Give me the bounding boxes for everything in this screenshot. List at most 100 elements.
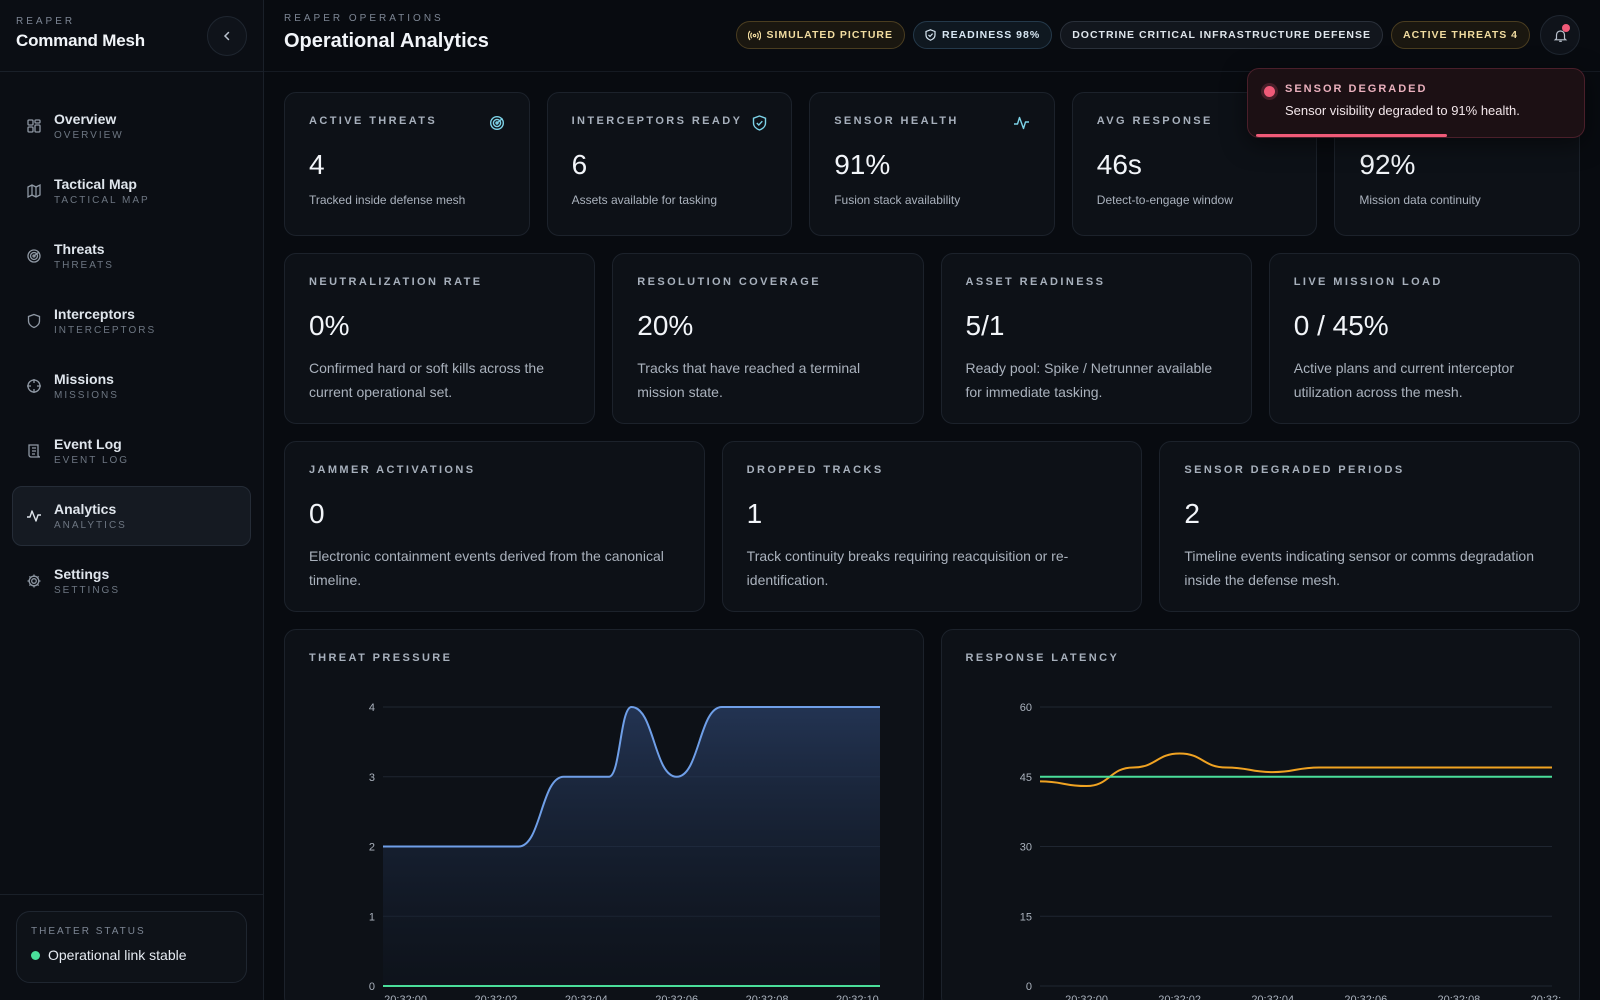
scroll-icon xyxy=(26,443,42,459)
sidebar: REAPER Command Mesh Overview OVERVIEW Tac… xyxy=(0,0,264,1000)
kpi-desc: Detect-to-engage window xyxy=(1096,193,1233,207)
response-latency-chart: 0 15 30 45 60 20:32:00 20:32:02 20:32:04 20:32:0… xyxy=(1019,702,1561,1000)
toast-title: SENSOR DEGRADED xyxy=(1285,83,1428,95)
sidebar-item-sublabel: EVENT LOG xyxy=(54,455,130,466)
events-row: JAMMER ACTIVATIONS 0 Electronic containm… xyxy=(284,441,1581,612)
event-value: 0 xyxy=(309,498,325,529)
status-dot xyxy=(31,950,40,960)
simulated-picture-badge: SIMULATED PICTURE xyxy=(735,21,905,49)
y-tick-label: 30 xyxy=(1019,842,1031,854)
radar-icon xyxy=(26,248,42,264)
metric-desc: Confirmed hard or soft kills across the … xyxy=(309,360,544,400)
theater-status-text: Operational link stable xyxy=(48,947,187,963)
header-pills: SIMULATED PICTURE READINESS 98% DOCTRINE… xyxy=(735,13,1580,71)
metric-label: NEUTRALIZATION RATE xyxy=(309,276,483,288)
metric-value: 20% xyxy=(637,310,694,341)
sidebar-item-label: Settings xyxy=(54,566,110,582)
metric-value: 5/1 xyxy=(965,310,1005,341)
sidebar-item-settings[interactable]: Settings SETTINGS xyxy=(12,551,251,611)
kpi-desc: Tracked inside defense mesh xyxy=(309,193,466,207)
sidebar-item-sublabel: THREATS xyxy=(54,260,114,271)
kpi-label: SENSOR HEALTH xyxy=(834,115,959,127)
doctrine-badge: DOCTRINE CRITICAL INFRASTRUCTURE DEFENSE xyxy=(1060,21,1384,49)
sidebar-item-tactical-map[interactable]: Tactical Map TACTICAL MAP xyxy=(12,161,251,221)
sensor-degraded-toast[interactable]: SENSOR DEGRADED Sensor visibility degrad… xyxy=(1247,68,1585,138)
x-tick-label: 20:32:04 xyxy=(1251,994,1294,1000)
y-tick-label: 3 xyxy=(369,772,375,784)
x-tick-label: 20:32:04 xyxy=(565,994,608,1000)
kpi-desc: Mission data continuity xyxy=(1359,193,1481,207)
event-value: 2 xyxy=(1184,498,1200,529)
radar-icon xyxy=(489,115,504,131)
event-desc: Electronic containment events derived fr… xyxy=(309,548,664,588)
shield-icon xyxy=(26,313,42,329)
notifications-button[interactable] xyxy=(1540,15,1580,55)
readiness-badge: READINESS 98% xyxy=(913,21,1053,49)
page-title: Operational Analytics xyxy=(284,30,489,52)
sidebar-item-label: Missions xyxy=(54,371,114,387)
kpi-value: 4 xyxy=(309,149,325,180)
doctrine-label: DOCTRINE CRITICAL INFRASTRUCTURE DEFENSE xyxy=(1072,29,1372,41)
y-tick-label: 60 xyxy=(1019,702,1031,714)
sidebar-item-sublabel: SETTINGS xyxy=(54,585,121,596)
x-tick-label: 20:32:06 xyxy=(1344,994,1387,1000)
metric-label: ASSET READINESS xyxy=(965,276,1106,288)
sidebar-item-sublabel: INTERCEPTORS xyxy=(54,325,157,336)
event-label: DROPPED TRACKS xyxy=(746,464,884,476)
sidebar-item-threats[interactable]: Threats THREATS xyxy=(12,226,251,286)
kpi-card-sensor-health: SENSOR HEALTH 91% Fusion stack availabil… xyxy=(809,92,1055,236)
toast-progress-bar xyxy=(1256,134,1448,137)
y-tick-label: 45 xyxy=(1019,772,1031,784)
threat-pressure-chart: 0 1 2 3 4 20:32:00 20:32:02 20:32:04 20:32:06 20:… xyxy=(369,702,880,1000)
crosshair-icon xyxy=(26,378,42,394)
sidebar-item-event-log[interactable]: Event Log EVENT LOG xyxy=(12,421,251,481)
theater-status-kicker: THEATER STATUS xyxy=(31,926,146,937)
sidebar-item-sublabel: TACTICAL MAP xyxy=(54,195,150,206)
sidebar-nav: Overview OVERVIEW Tactical Map TACTICAL MA… xyxy=(0,72,263,611)
gear-icon xyxy=(26,573,42,589)
page-kicker: REAPER OPERATIONS xyxy=(284,13,444,24)
sidebar-item-analytics[interactable]: Analytics ANALYTICS xyxy=(12,486,251,546)
kpi-label: INTERCEPTORS READY xyxy=(571,115,743,127)
event-card-sensor-degraded-periods: SENSOR DEGRADED PERIODS 2 Timeline event… xyxy=(1159,441,1581,612)
theater-status-card: THEATER STATUS Operational link stable xyxy=(16,911,247,983)
y-tick-label: 15 xyxy=(1019,911,1031,923)
metric-value: 0% xyxy=(309,310,350,341)
y-tick-label: 1 xyxy=(369,911,375,923)
notification-dot xyxy=(1562,24,1570,32)
shield-check-icon xyxy=(752,115,767,131)
sidebar-item-sublabel: OVERVIEW xyxy=(54,130,124,141)
x-tick-label: 20:32:08 xyxy=(746,994,789,1000)
bell-icon xyxy=(1553,29,1567,42)
event-desc: Track continuity breaks requiring reacqu… xyxy=(746,548,1069,588)
sidebar-item-label: Threats xyxy=(54,241,105,257)
metric-label: LIVE MISSION LOAD xyxy=(1293,276,1443,288)
collapse-sidebar-button[interactable] xyxy=(207,16,247,56)
kpi-label: AVG RESPONSE xyxy=(1096,115,1213,127)
chart-title: THREAT PRESSURE xyxy=(309,652,453,664)
y-tick-label: 4 xyxy=(369,702,375,714)
grid-icon xyxy=(26,118,42,134)
response-latency-chart-card: RESPONSE LATENCY 0 15 30 45 60 20:32:00 20:32:… xyxy=(940,629,1580,1000)
threat-pressure-chart-card: THREAT PRESSURE 0 1 2 3 4 20:32:00 20:32:02 20:… xyxy=(284,629,924,1000)
x-tick-label: 20:32:08 xyxy=(1437,994,1480,1000)
activity-icon xyxy=(1013,116,1029,130)
sidebar-item-label: Event Log xyxy=(54,436,122,452)
theater-status: Operational link stable xyxy=(31,947,232,963)
sidebar-item-overview[interactable]: Overview OVERVIEW xyxy=(12,96,251,156)
brand-kicker: REAPER xyxy=(16,16,76,27)
kpi-desc: Fusion stack availability xyxy=(834,193,961,207)
charts-row: THREAT PRESSURE 0 1 2 3 4 20:32:00 20:32:02 20:… xyxy=(284,629,1580,1000)
sidebar-item-missions[interactable]: Missions MISSIONS xyxy=(12,356,251,416)
sidebar-item-label: Analytics xyxy=(54,501,117,517)
kpi-value: 92% xyxy=(1359,149,1416,180)
metric-card-live-mission-load: LIVE MISSION LOAD 0 / 45% Active plans a… xyxy=(1268,253,1580,424)
main-content: REAPER OPERATIONS Operational Analytics … xyxy=(264,0,1600,1000)
series-line-0 xyxy=(382,705,880,848)
x-tick-label: 20:32:02 xyxy=(475,994,518,1000)
header: REAPER OPERATIONS Operational Analytics … xyxy=(264,0,1600,72)
sidebar-item-interceptors[interactable]: Interceptors INTERCEPTORS xyxy=(12,291,251,351)
brand: REAPER Command Mesh xyxy=(0,0,263,72)
sidebar-item-sublabel: ANALYTICS xyxy=(54,520,127,531)
metric-card-asset-readiness: ASSET READINESS 5/1 Ready pool: Spike / … xyxy=(940,253,1252,424)
